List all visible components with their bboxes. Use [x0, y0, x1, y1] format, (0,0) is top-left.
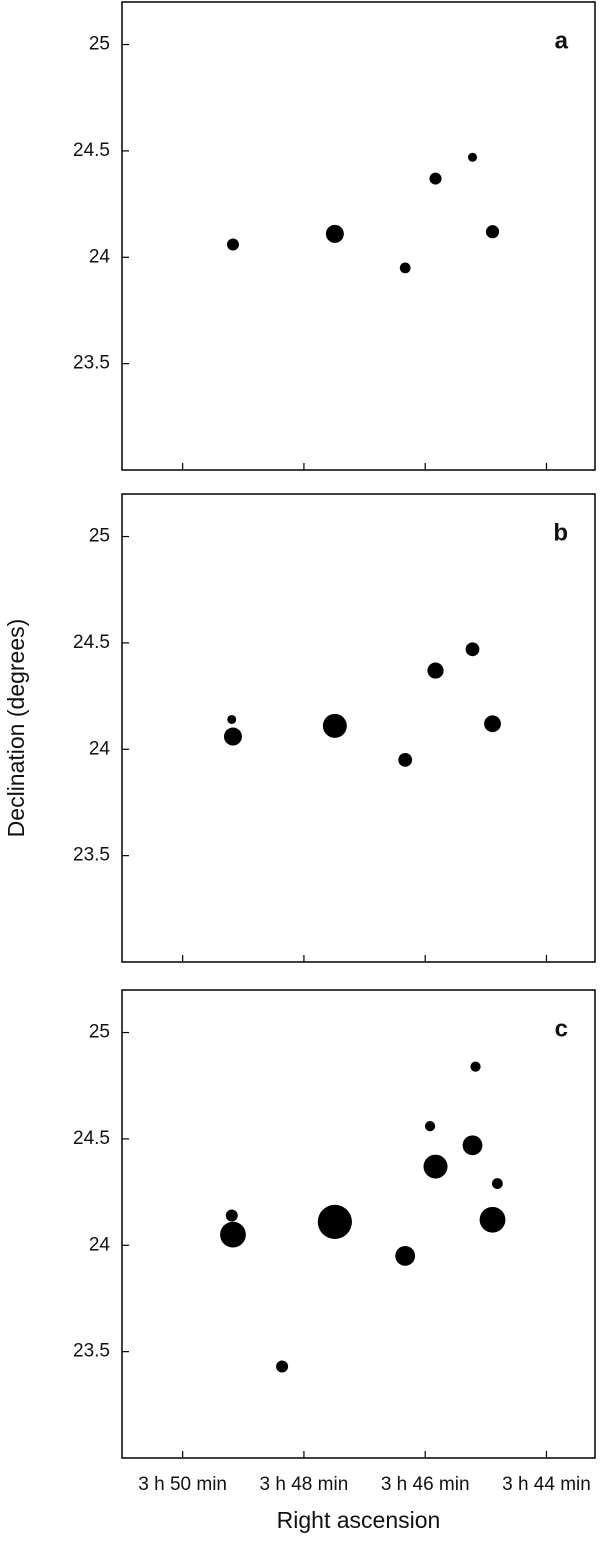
- panel-label: c: [555, 1015, 568, 1042]
- y-tick-label: 23.5: [73, 1341, 110, 1362]
- marker: [317, 1204, 352, 1239]
- marker: [479, 1206, 506, 1233]
- plot-frame: [121, 989, 596, 1459]
- y-axis-label: Declination (degrees): [3, 619, 29, 838]
- marker: [427, 662, 444, 679]
- marker: [322, 713, 347, 738]
- marker: [423, 1154, 448, 1179]
- marker: [462, 1135, 483, 1156]
- marker: [485, 225, 500, 239]
- panel-label: a: [555, 27, 569, 54]
- y-tick-label: 25: [89, 1022, 110, 1043]
- y-tick-label: 24.5: [73, 632, 110, 653]
- y-tick-label: 24.5: [73, 1128, 110, 1149]
- marker: [226, 238, 239, 251]
- y-tick-label: 25: [89, 34, 110, 55]
- x-axis-label: Right ascension: [277, 1507, 441, 1533]
- marker: [468, 152, 478, 162]
- y-tick-label: 24: [89, 738, 111, 759]
- y-tick-label: 25: [89, 526, 110, 547]
- x-tick-label: 3 h 48 min: [260, 1474, 349, 1495]
- marker: [223, 727, 242, 746]
- marker: [484, 715, 501, 733]
- marker: [465, 642, 480, 657]
- y-tick-label: 24.5: [73, 140, 110, 161]
- marker: [276, 1360, 289, 1373]
- plot-frame: [121, 493, 596, 963]
- marker: [398, 753, 413, 767]
- marker: [470, 1061, 481, 1072]
- plot-frame: [121, 1, 596, 471]
- x-tick-label: 3 h 50 min: [138, 1474, 227, 1495]
- marker: [395, 1246, 416, 1266]
- marker: [227, 714, 237, 724]
- y-tick-label: 24: [89, 246, 111, 267]
- panel-label: b: [553, 519, 568, 546]
- marker: [220, 1221, 246, 1248]
- marker: [225, 1209, 238, 1222]
- x-tick-label: 3 h 46 min: [381, 1474, 470, 1495]
- marker: [424, 1121, 436, 1132]
- y-tick-label: 23.5: [73, 353, 110, 374]
- marker: [325, 224, 344, 243]
- marker: [429, 172, 442, 185]
- x-tick-label: 3 h 44 min: [502, 1474, 591, 1495]
- marker: [399, 262, 411, 274]
- y-tick-label: 24: [89, 1234, 111, 1255]
- marker: [491, 1178, 503, 1189]
- y-tick-label: 23.5: [73, 845, 110, 866]
